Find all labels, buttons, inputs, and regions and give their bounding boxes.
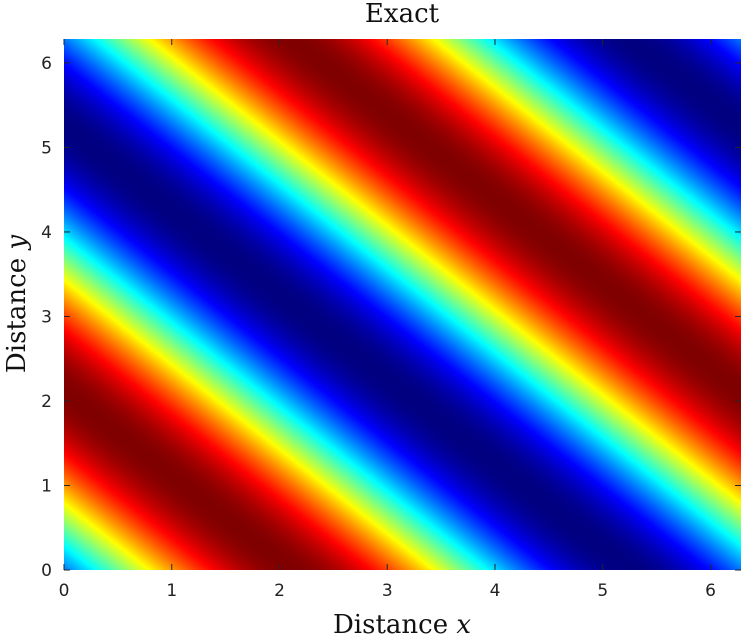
y-tick-label: 6: [41, 54, 52, 74]
x-tick-label: 0: [59, 581, 70, 601]
y-tick-label: 2: [41, 392, 52, 412]
heatmap: [64, 39, 741, 570]
x-tick-label: 4: [490, 581, 501, 601]
x-axis-label-variable: x: [456, 610, 471, 635]
x-tick-label: 1: [166, 581, 177, 601]
x-tick-label: 6: [705, 581, 716, 601]
y-axis-label: Distance y: [2, 235, 32, 373]
y-tick-label: 5: [41, 138, 52, 158]
heatmap-image: [64, 39, 741, 570]
y-tick-label: 1: [41, 476, 52, 496]
y-axis-label-text: Distance: [2, 250, 32, 373]
y-tick-label: 3: [41, 307, 52, 327]
y-tick-label: 0: [41, 561, 52, 581]
x-axis: 0 1 2 3 4 5 6: [59, 39, 716, 601]
chart-title: Exact: [365, 0, 440, 29]
x-axis-label: Distance x: [333, 610, 471, 635]
y-tick-label: 4: [41, 223, 52, 243]
x-tick-label: 3: [382, 581, 393, 601]
x-tick-label: 5: [597, 581, 608, 601]
y-axis-label-variable: y: [2, 235, 32, 251]
y-axis: 0 1 2 3 4 5 6: [41, 54, 741, 581]
plot-area: [64, 39, 741, 570]
x-axis-label-text: Distance: [333, 610, 456, 635]
x-tick-label: 2: [274, 581, 285, 601]
